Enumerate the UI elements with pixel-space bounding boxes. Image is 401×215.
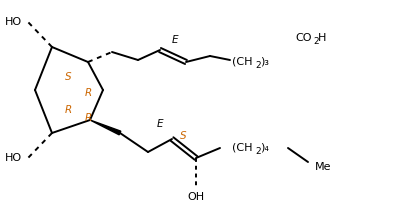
Text: (CH: (CH	[232, 143, 253, 153]
Text: )₃: )₃	[260, 57, 269, 67]
Text: (CH: (CH	[232, 57, 253, 67]
Text: S: S	[65, 72, 71, 82]
Text: OH: OH	[187, 192, 205, 202]
Text: HO: HO	[5, 17, 22, 27]
Text: 2: 2	[255, 60, 261, 69]
Text: R: R	[84, 88, 91, 98]
Text: E: E	[172, 35, 178, 45]
Text: HO: HO	[5, 153, 22, 163]
Text: 2: 2	[313, 37, 319, 46]
Text: R: R	[84, 113, 91, 123]
Text: S: S	[180, 131, 186, 141]
Text: 2: 2	[255, 146, 261, 155]
Text: E: E	[157, 119, 163, 129]
Text: CO: CO	[295, 33, 312, 43]
Text: H: H	[318, 33, 326, 43]
Text: Me: Me	[315, 162, 332, 172]
Text: R: R	[65, 105, 72, 115]
Polygon shape	[90, 120, 121, 135]
Text: )₄: )₄	[260, 143, 269, 153]
